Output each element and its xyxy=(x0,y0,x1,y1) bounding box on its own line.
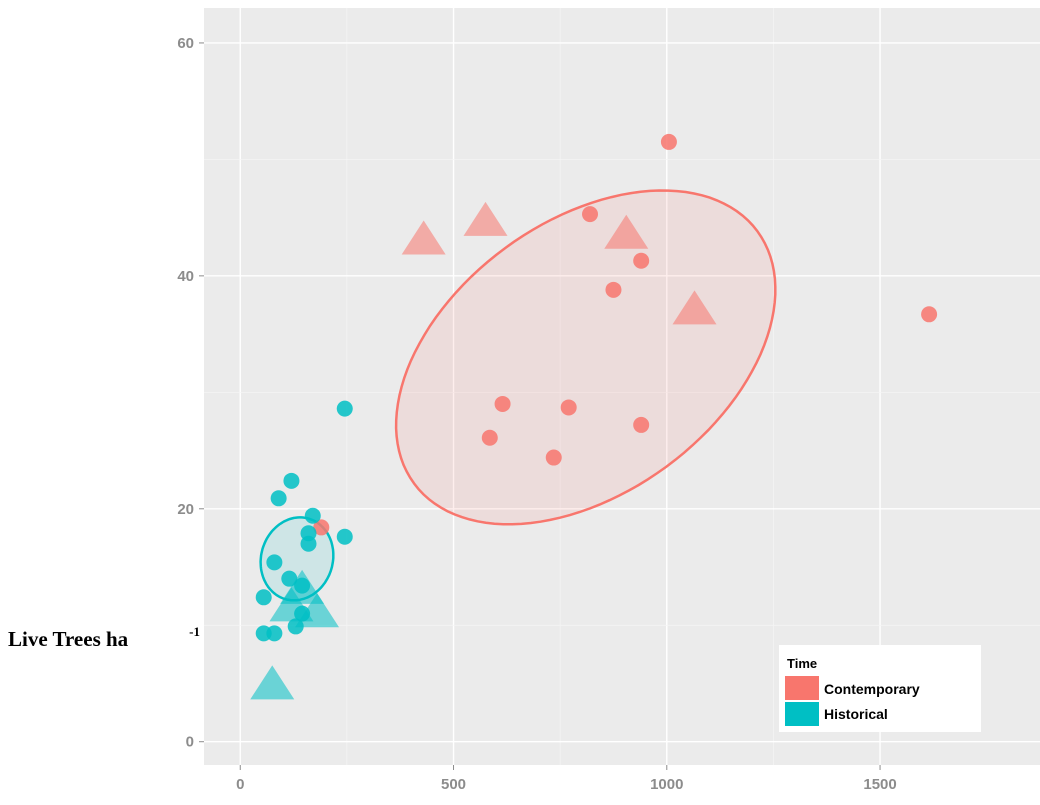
point-triangle-contemporary xyxy=(463,201,508,236)
legend-title: Time xyxy=(787,656,817,671)
point-circle-contemporary xyxy=(494,395,511,412)
point-circle-historical xyxy=(300,535,317,552)
point-circle-contemporary xyxy=(921,306,938,323)
legend-label-historical: Historical xyxy=(824,706,888,722)
point-triangle-contemporary xyxy=(672,290,717,325)
y-tick-label: 60 xyxy=(177,35,194,52)
point-circle-historical xyxy=(336,528,353,545)
point-circle-contemporary xyxy=(660,133,677,150)
point-triangle-contemporary xyxy=(401,220,446,255)
point-circle-historical xyxy=(270,490,287,507)
point-circle-contemporary xyxy=(560,399,577,416)
x-tick-label: 1500 xyxy=(863,776,896,793)
point-triangle-historical xyxy=(269,587,314,622)
point-circle-contemporary xyxy=(481,429,498,446)
point-circle-historical xyxy=(255,589,272,606)
x-tick-label: 1000 xyxy=(650,776,683,793)
y-axis-label: Live Trees ha xyxy=(8,627,129,651)
y-tick-label: 0 xyxy=(186,734,194,751)
plot-panel xyxy=(204,8,1040,765)
point-circle-historical xyxy=(281,570,298,587)
legend-label-contemporary: Contemporary xyxy=(824,681,920,697)
point-circle-historical xyxy=(304,507,321,524)
point-circle-historical xyxy=(266,554,283,571)
point-circle-contemporary xyxy=(313,519,330,536)
point-circle-historical xyxy=(336,400,353,417)
point-circle-contemporary xyxy=(633,252,650,269)
x-tick-label: 500 xyxy=(441,776,466,793)
legend: Time Contemporary Historical xyxy=(779,645,981,732)
point-circle-historical xyxy=(266,625,283,642)
point-triangle-contemporary xyxy=(604,214,649,249)
point-triangle-historical xyxy=(295,593,340,628)
point-circle-contemporary xyxy=(545,449,562,466)
point-circle-contemporary xyxy=(633,416,650,433)
point-circle-contemporary xyxy=(605,281,622,298)
grid-lines xyxy=(204,8,1040,765)
legend-key-contemporary xyxy=(785,676,819,700)
y-axis-label-superscript: -1 xyxy=(189,624,200,639)
point-circle-historical xyxy=(283,472,300,489)
point-circle-contemporary xyxy=(582,206,599,223)
data-points xyxy=(250,133,938,700)
x-tick-label: 0 xyxy=(236,776,244,793)
y-tick-label: 20 xyxy=(177,501,194,518)
legend-key-historical xyxy=(785,702,819,726)
point-triangle-historical xyxy=(250,665,295,700)
y-tick-label: 40 xyxy=(177,268,194,285)
y-axis-ticks: 0 20 40 60 xyxy=(177,35,204,751)
x-axis-ticks: 0 500 1000 1500 xyxy=(236,765,897,793)
